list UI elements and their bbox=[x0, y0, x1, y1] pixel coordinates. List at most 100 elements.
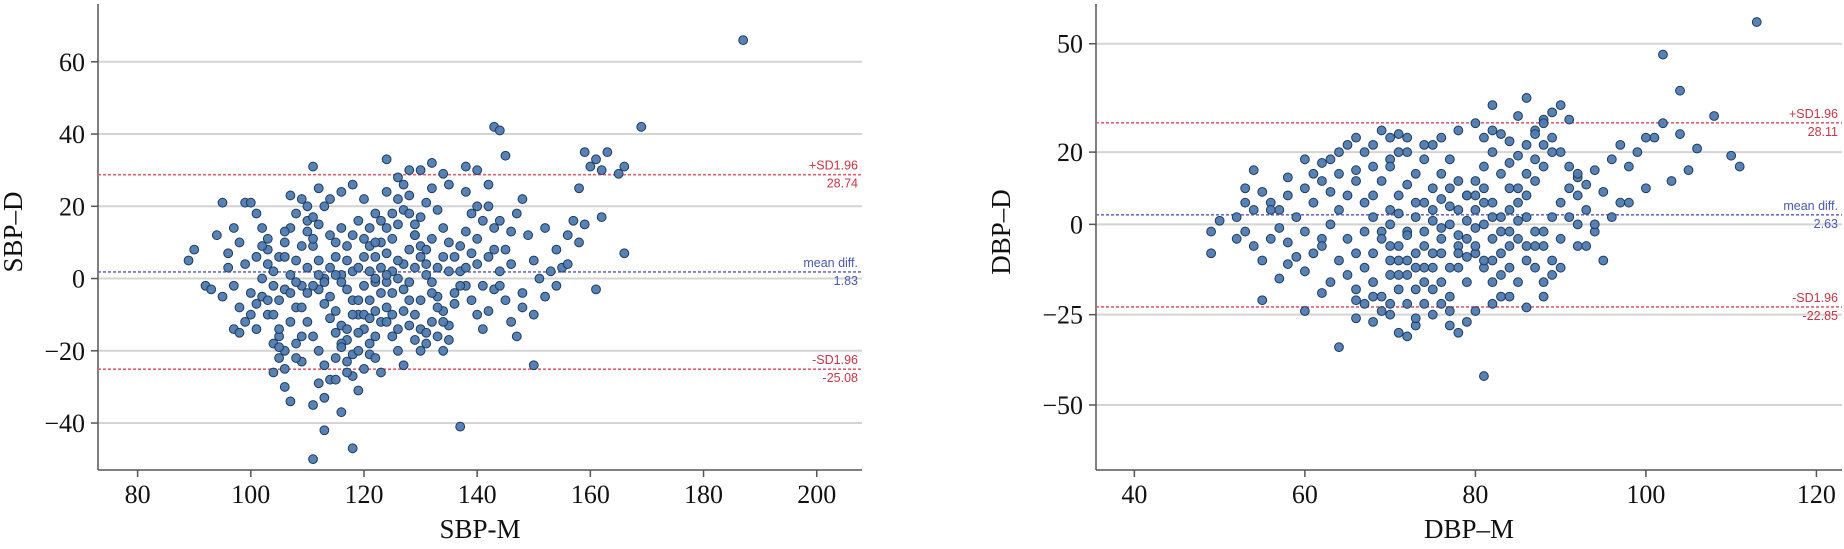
data-point bbox=[477, 324, 488, 335]
data-point bbox=[1265, 205, 1276, 215]
data-point bbox=[506, 259, 517, 269]
data-point bbox=[410, 335, 420, 345]
data-point bbox=[245, 197, 256, 208]
data-point bbox=[1479, 132, 1489, 143]
y-tick-label: 20 bbox=[1057, 138, 1083, 167]
data-point bbox=[1206, 248, 1216, 259]
data-point bbox=[1410, 168, 1421, 179]
data-point bbox=[1641, 132, 1651, 143]
data-point bbox=[1675, 129, 1685, 139]
reference-line-value: 2.63 bbox=[1814, 217, 1838, 231]
data-point bbox=[308, 331, 318, 342]
data-point bbox=[217, 291, 228, 302]
data-point bbox=[1282, 172, 1293, 183]
data-point bbox=[540, 223, 550, 233]
data-point bbox=[1444, 154, 1455, 165]
data-point bbox=[364, 313, 375, 324]
data-point bbox=[1402, 179, 1413, 190]
data-point bbox=[489, 223, 500, 233]
y-tick-label: −50 bbox=[1042, 391, 1083, 420]
data-point bbox=[1623, 161, 1634, 172]
data-point bbox=[1598, 186, 1609, 197]
data-point bbox=[449, 298, 460, 309]
data-point bbox=[1538, 241, 1549, 251]
reference-line-label: mean diff. bbox=[1783, 199, 1838, 213]
data-point bbox=[1479, 219, 1489, 230]
data-point bbox=[574, 183, 584, 194]
data-point bbox=[1487, 100, 1498, 111]
data-point bbox=[1436, 194, 1447, 204]
data-point bbox=[489, 244, 500, 255]
data-point bbox=[308, 280, 318, 291]
data-point bbox=[1402, 255, 1413, 266]
data-point bbox=[466, 295, 477, 306]
data-point bbox=[528, 360, 539, 371]
data-point bbox=[313, 219, 324, 230]
data-point bbox=[313, 378, 324, 389]
data-point bbox=[1521, 93, 1532, 103]
data-point bbox=[1479, 183, 1489, 194]
data-point bbox=[472, 165, 483, 176]
x-axis-title: SBP-M bbox=[439, 514, 520, 544]
data-point bbox=[404, 190, 415, 201]
y-tick-label: 0 bbox=[72, 265, 85, 294]
data-point bbox=[500, 244, 511, 255]
data-point bbox=[291, 208, 301, 219]
data-point bbox=[1504, 291, 1515, 302]
data-point bbox=[217, 197, 228, 208]
x-tick-label: 180 bbox=[684, 480, 723, 509]
data-point bbox=[426, 233, 437, 244]
data-point bbox=[1513, 197, 1523, 208]
data-point bbox=[1487, 197, 1498, 208]
data-point bbox=[1291, 212, 1302, 223]
data-point bbox=[1444, 306, 1455, 316]
data-point bbox=[279, 226, 290, 237]
data-point bbox=[245, 309, 256, 320]
data-point bbox=[1547, 212, 1558, 223]
data-point bbox=[1393, 327, 1404, 338]
data-point bbox=[426, 288, 437, 298]
data-point bbox=[602, 147, 613, 158]
data-point bbox=[381, 270, 392, 280]
data-point bbox=[257, 223, 268, 233]
data-point bbox=[1513, 150, 1523, 161]
data-point bbox=[370, 208, 381, 219]
data-point bbox=[438, 345, 449, 356]
data-point bbox=[1453, 262, 1464, 273]
data-point bbox=[234, 302, 245, 313]
x-tick-label: 100 bbox=[231, 480, 270, 509]
data-point bbox=[285, 190, 296, 201]
data-point bbox=[1632, 147, 1643, 158]
data-point bbox=[387, 233, 398, 244]
data-point bbox=[1521, 255, 1532, 266]
data-point bbox=[291, 338, 301, 349]
data-point bbox=[415, 212, 426, 223]
data-point bbox=[432, 302, 443, 313]
data-point bbox=[410, 219, 420, 230]
data-point bbox=[410, 230, 420, 241]
data-point bbox=[387, 288, 398, 298]
data-point bbox=[1453, 327, 1464, 338]
data-point bbox=[325, 230, 335, 241]
data-point bbox=[1470, 190, 1481, 201]
data-point bbox=[1530, 154, 1540, 165]
data-point bbox=[1427, 262, 1438, 273]
data-point bbox=[1487, 125, 1498, 136]
data-point bbox=[279, 251, 290, 262]
data-point bbox=[1513, 183, 1523, 194]
data-point bbox=[443, 335, 454, 345]
data-point bbox=[460, 161, 471, 172]
data-point bbox=[302, 201, 313, 212]
data-point bbox=[1393, 208, 1404, 219]
data-point bbox=[545, 266, 556, 277]
data-point bbox=[1376, 306, 1387, 316]
data-point bbox=[1521, 212, 1532, 223]
data-point bbox=[1461, 277, 1472, 288]
data-point bbox=[359, 251, 369, 262]
data-point bbox=[381, 316, 392, 327]
data-point bbox=[381, 302, 392, 313]
data-point bbox=[1547, 255, 1558, 266]
data-point bbox=[1538, 118, 1549, 129]
data-point bbox=[291, 255, 301, 266]
data-point bbox=[1410, 248, 1421, 259]
